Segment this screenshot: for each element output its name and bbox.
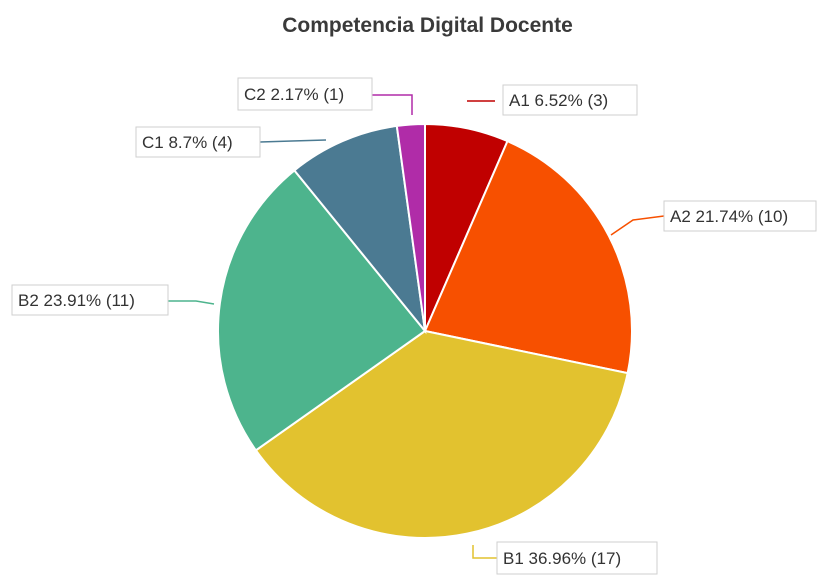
data-label-box-c2 (237, 77, 373, 111)
data-label-box-a2 (663, 200, 817, 232)
data-label-box-b1 (496, 541, 658, 575)
pie-slice-b1[interactable] (254, 329, 629, 539)
data-label-c2: C2 2.17% (1) (244, 85, 344, 104)
chart-title: Competencia Digital Docente (282, 14, 573, 37)
data-label-b1: B1 36.96% (17) (503, 549, 621, 568)
leader-line-c2 (372, 94, 413, 115)
data-label-box-a1 (502, 84, 638, 116)
pie-slice-c1[interactable] (292, 124, 427, 335)
data-label-c1: C1 8.7% (4) (142, 133, 233, 152)
data-label-a2: A2 21.74% (10) (670, 207, 788, 226)
pie-slice-a2[interactable] (423, 139, 633, 375)
data-label-box-c1 (135, 126, 261, 158)
data-label-a1: A1 6.52% (3) (509, 91, 608, 110)
pie-slice-c2[interactable] (395, 122, 426, 332)
pie-slice-b2[interactable] (217, 169, 427, 452)
data-label-box-b2 (11, 284, 169, 316)
data-label-b2: B2 23.91% (11) (18, 291, 135, 310)
leader-line-c1 (259, 139, 327, 143)
leader-line-a2 (610, 215, 665, 236)
leader-line-b1 (472, 545, 497, 559)
leader-line-b2 (168, 300, 215, 305)
